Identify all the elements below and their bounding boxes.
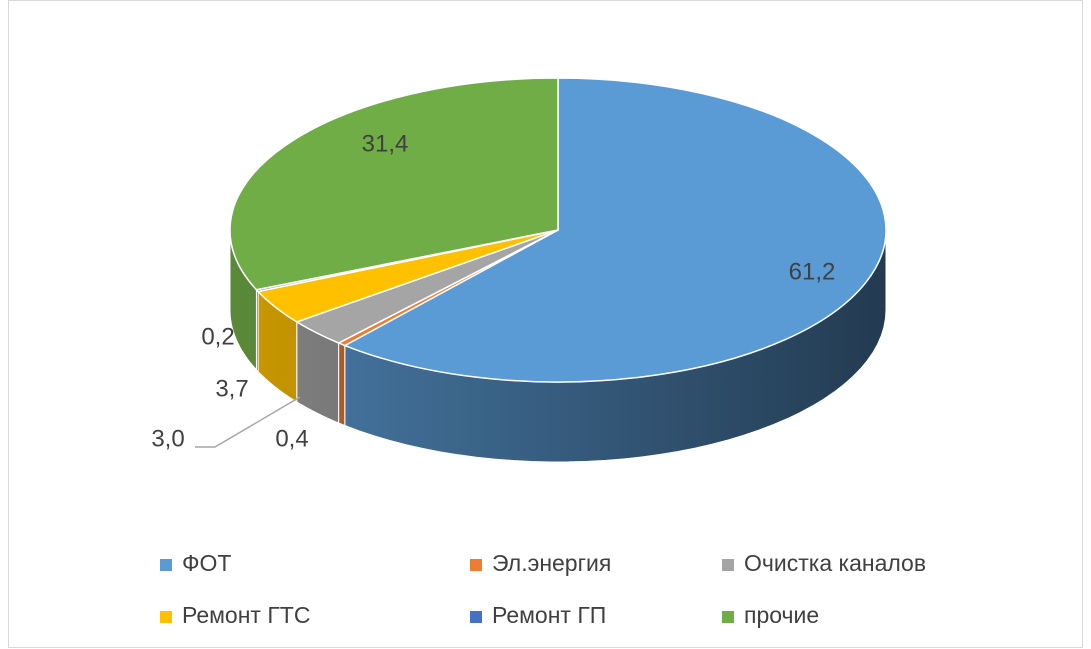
legend-label: Ремонт ГТС [182,602,310,628]
data-label: 0,2 [201,323,234,350]
legend-label: Ремонт ГП [492,602,606,628]
data-label: 0,4 [275,425,308,452]
slice [229,77,559,291]
legend-swatch [160,559,172,571]
legend-label: ФОТ [182,550,231,576]
data-label: 3,0 [151,425,184,452]
legend-swatch [160,611,172,623]
legend-swatch [722,559,734,571]
slice-side [338,342,346,427]
legend-label: прочие [744,602,819,628]
legend-swatch [722,611,734,623]
legend-label: Очистка каналов [744,550,926,576]
legend-swatch [470,611,482,623]
legend-label: Эл.энергия [492,550,611,576]
data-label: 31,4 [362,130,409,157]
data-label: 3,7 [215,375,248,402]
slice [343,77,887,383]
legend-swatch [470,559,482,571]
leader-line [195,396,301,448]
data-label: 61,2 [789,258,836,285]
